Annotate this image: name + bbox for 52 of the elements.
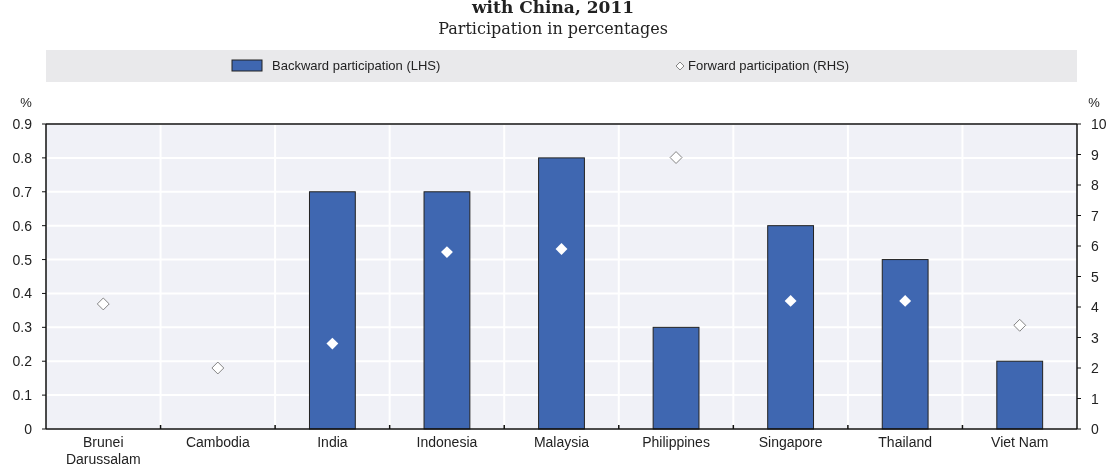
x-tick-label: Malaysia (533, 434, 590, 450)
y2-tick-label: 5 (1091, 268, 1099, 285)
y-tick-label: 0.8 (12, 149, 33, 166)
bar (538, 157, 585, 430)
y2-tick-label: 9 (1091, 146, 1099, 163)
y2-tick-label: 1 (1091, 390, 1099, 407)
x-tick-label: Thailand (878, 434, 933, 450)
y2-tick-label: 0 (1091, 421, 1099, 437)
y-tick-label: 0.9 (12, 116, 33, 132)
bar (652, 326, 700, 430)
x-tick-label: Indonesia (416, 434, 478, 450)
y-axis-title: % (20, 95, 33, 110)
chart-title: with China, 2011 (470, 0, 635, 17)
x-tick-label: Brunei Darussalam (65, 434, 141, 467)
y2-tick-label: 7 (1091, 207, 1099, 224)
point (555, 243, 568, 255)
x-tick-label: India (317, 434, 348, 450)
point (96, 297, 110, 311)
y-tick-label: 0 (24, 421, 33, 437)
point (211, 361, 225, 375)
x-tick-label: Cambodia (185, 434, 250, 450)
point (441, 246, 453, 259)
bar (767, 225, 815, 430)
chart-subtitle: Participation in percentages (438, 19, 668, 38)
y-tick-label: 0.3 (12, 319, 33, 336)
y2-tick-label: 10 (1091, 116, 1106, 132)
y2-tick-label: 3 (1091, 329, 1099, 346)
y-tick-label: 0.4 (12, 285, 33, 302)
y2-tick-label: 6 (1091, 238, 1099, 254)
y-tick-label: 0.6 (12, 217, 33, 234)
point (326, 337, 339, 350)
point (669, 151, 683, 164)
y-tick-label: 0.2 (12, 353, 33, 370)
bar (308, 191, 356, 430)
y2-tick-label: 2 (1091, 360, 1099, 376)
y2-tick-label: 8 (1091, 177, 1099, 193)
x-tick-label: Viet Nam (991, 434, 1049, 450)
y2-axis-title: % (1088, 95, 1101, 110)
x-tick-label: Singapore (758, 434, 823, 450)
bar (423, 191, 471, 430)
point (899, 294, 912, 307)
point (784, 294, 797, 307)
bar (996, 360, 1044, 430)
x-tick-label: Philippines (642, 434, 710, 450)
y-tick-label: 0.5 (12, 251, 33, 268)
legend-label: Forward participation (RHS) (688, 58, 850, 73)
legend-label: Backward participation (LHS) (272, 58, 441, 73)
y-tick-label: 0.7 (12, 183, 33, 200)
y-tick-label: 0.1 (12, 387, 33, 404)
y2-tick-label: 4 (1091, 299, 1099, 315)
point (1013, 318, 1027, 332)
bar (881, 259, 929, 430)
